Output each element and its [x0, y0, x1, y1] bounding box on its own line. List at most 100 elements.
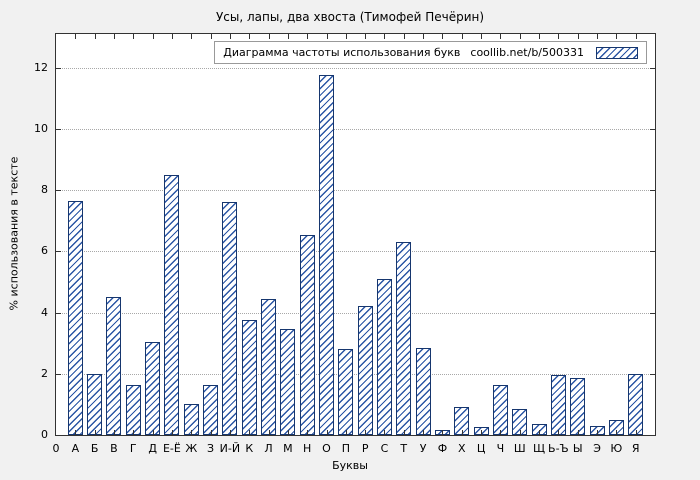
- bar-Х: [454, 407, 470, 435]
- x-tickmark-bottom: [539, 430, 541, 435]
- x-tickmark-top: [558, 34, 560, 39]
- x-tick-label: А: [71, 442, 80, 455]
- y-tickmark-right: [650, 373, 655, 375]
- bar-Р: [357, 306, 373, 435]
- bar-В: [106, 297, 122, 435]
- x-tickmark-top: [403, 34, 405, 39]
- y-tick-label: 0: [41, 428, 48, 441]
- x-tickmark-bottom: [152, 430, 154, 435]
- x-tickmark-top: [191, 34, 193, 39]
- y-tick-label: 4: [41, 305, 48, 319]
- x-tickmark-bottom: [384, 430, 386, 435]
- x-tickmark-bottom: [229, 430, 231, 435]
- x-tick-label: Б: [90, 442, 99, 455]
- bar-М: [280, 329, 296, 435]
- gridline: [56, 373, 655, 375]
- y-tickmark-right: [650, 312, 655, 314]
- bar-Ю: [608, 419, 624, 435]
- x-tick-label: Х: [457, 442, 466, 455]
- x-tickmark-bottom: [597, 430, 599, 435]
- y-tickmark-right: [650, 251, 655, 253]
- x-tickmark-bottom: [133, 430, 135, 435]
- bar-О: [319, 75, 335, 435]
- x-tickmark-bottom: [249, 430, 251, 435]
- x-tick-label: З: [207, 442, 215, 455]
- x-tick-label: Е-Ё: [162, 442, 181, 455]
- chart-title: Усы, лапы, два хвоста (Тимофей Печёрин): [215, 10, 485, 24]
- bar-Л: [261, 298, 277, 435]
- bar-К: [241, 320, 257, 435]
- legend-label: Диаграмма частоты использования букв: [223, 46, 461, 59]
- x-tick-label: О: [322, 442, 331, 455]
- x-tickmark-top: [597, 34, 599, 39]
- plot-area: Диаграмма частоты использования букв coo…: [34, 33, 656, 455]
- x-tickmark-bottom: [171, 430, 173, 435]
- x-tickmark-top: [249, 34, 251, 39]
- legend-source: coollib.net/b/500331: [470, 46, 584, 59]
- x-tickmark-top: [577, 34, 579, 39]
- y-tick-label: 6: [41, 244, 48, 258]
- x-tick-label: Л: [264, 442, 273, 455]
- bar-Ч: [492, 384, 508, 435]
- x-tickmark-top: [287, 34, 289, 39]
- x-tick-label: 0: [52, 442, 60, 455]
- x-tickmark-bottom: [210, 430, 212, 435]
- x-tickmark-top: [307, 34, 309, 39]
- x-tick-label: Ю: [610, 442, 623, 455]
- x-tickmark-bottom: [519, 430, 521, 435]
- x-tickmark-top: [442, 34, 444, 39]
- bar-Е-Ё: [164, 174, 180, 435]
- x-tickmark-top: [500, 34, 502, 39]
- x-tickmark-bottom: [481, 430, 483, 435]
- bar-Ы: [570, 378, 586, 435]
- bar-Д: [145, 341, 161, 435]
- y-tickmark-right: [650, 190, 655, 192]
- x-tickmark-top: [133, 34, 135, 39]
- bar-Н: [299, 234, 315, 435]
- bar-Г: [125, 384, 141, 435]
- x-tickmark-top: [345, 34, 347, 39]
- gridline: [56, 190, 655, 192]
- y-tick-label: 12: [34, 60, 48, 74]
- bar-Ь-Ъ: [550, 375, 566, 435]
- x-tick-label: Р: [361, 442, 369, 455]
- bar-У: [415, 347, 431, 435]
- x-tick-label: Ь-Ъ: [548, 442, 569, 455]
- x-tickmark-bottom: [94, 430, 96, 435]
- x-tick-label: П: [341, 442, 350, 455]
- x-tickmark-top: [171, 34, 173, 39]
- x-tick-label: Г: [129, 442, 137, 455]
- bar-П: [338, 349, 354, 435]
- x-tickmark-top: [423, 34, 425, 39]
- gridline: [56, 312, 655, 314]
- x-tickmark-bottom: [75, 430, 77, 435]
- bar-И-Й: [222, 202, 238, 435]
- gridline: [56, 128, 655, 130]
- x-tick-label: Ч: [496, 442, 505, 455]
- x-tickmark-bottom: [191, 430, 193, 435]
- x-tickmark-top: [461, 34, 463, 39]
- bar-А: [67, 200, 83, 435]
- x-tickmark-bottom: [500, 430, 502, 435]
- x-tickmark-bottom: [616, 430, 618, 435]
- x-tick-label: Т: [400, 442, 408, 455]
- x-tick-label: Ф: [437, 442, 448, 455]
- x-tickmark-top: [616, 34, 618, 39]
- x-tickmark-top: [152, 34, 154, 39]
- y-tickmark-left: [56, 128, 61, 130]
- x-tick-label: С: [380, 442, 389, 455]
- legend: Диаграмма частоты использования букв coo…: [214, 41, 647, 64]
- x-tick-label: М: [283, 442, 293, 455]
- x-tick-label: Ж: [185, 442, 198, 455]
- x-tickmark-top: [210, 34, 212, 39]
- x-tick-label: Э: [593, 442, 601, 455]
- x-tick-label: Ш: [513, 442, 526, 455]
- x-tickmark-bottom: [558, 430, 560, 435]
- y-tickmark-left: [56, 312, 61, 314]
- x-tick-label: И-Й: [219, 442, 241, 455]
- x-tickmark-bottom: [635, 430, 637, 435]
- x-tickmark-top: [384, 34, 386, 39]
- x-tickmark-bottom: [577, 430, 579, 435]
- x-tickmark-top: [481, 34, 483, 39]
